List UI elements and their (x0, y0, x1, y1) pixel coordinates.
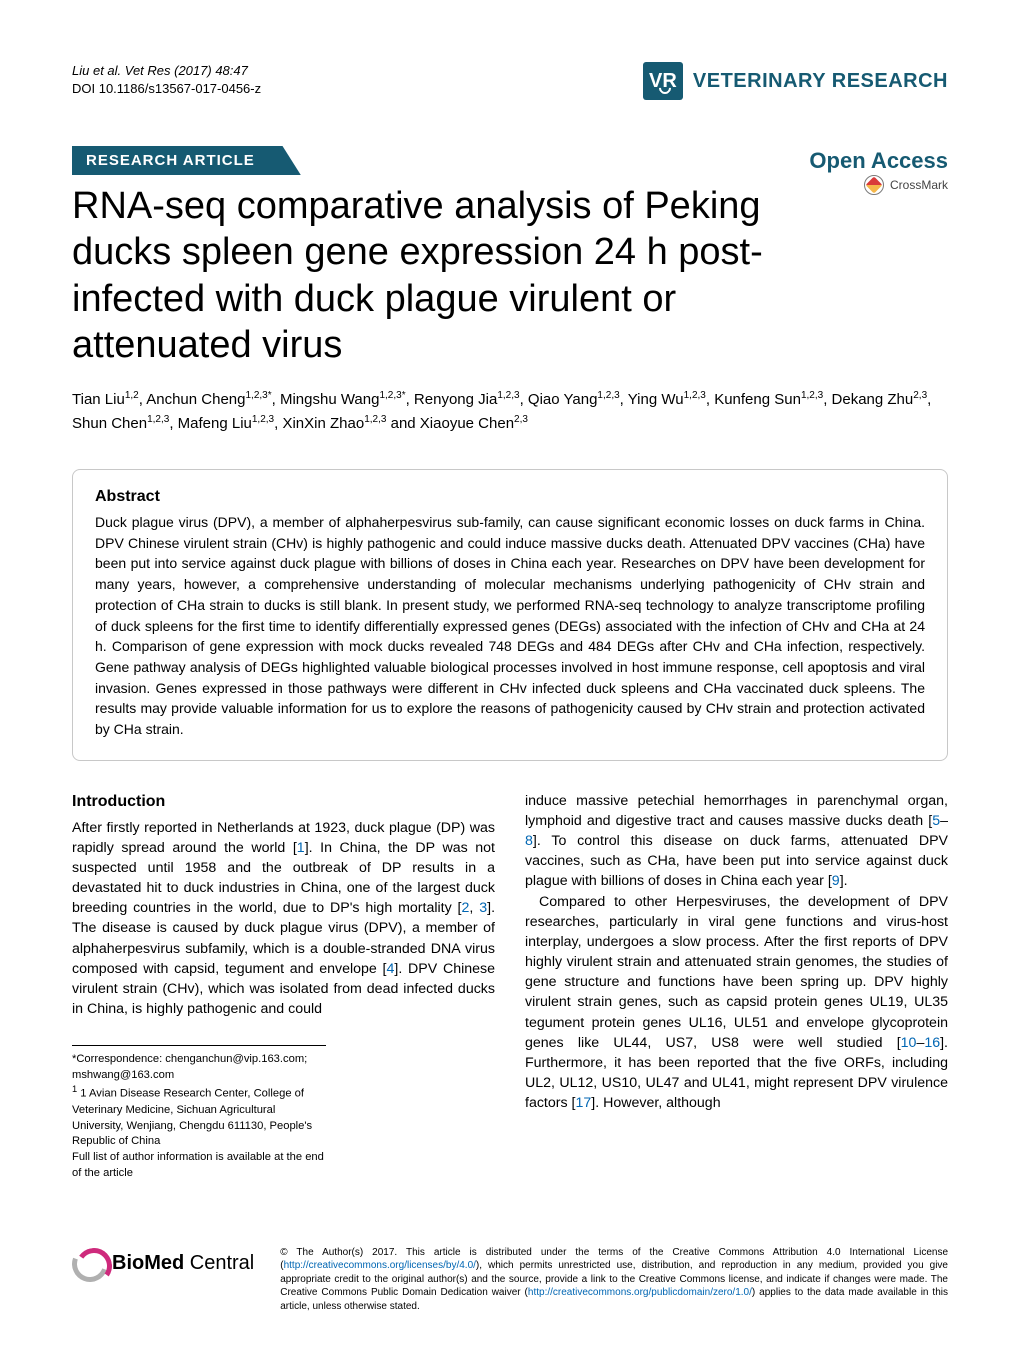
journal-logo: VR VETERINARY RESEARCH (643, 62, 948, 100)
open-access-label: Open Access (809, 148, 948, 174)
page-header: Liu et al. Vet Res (2017) 48:47 DOI 10.1… (72, 62, 948, 100)
journal-name: VETERINARY RESEARCH (693, 70, 948, 93)
body-columns: Introduction After firstly reported in N… (72, 791, 948, 1181)
full-author-list-note: Full list of author information is avail… (72, 1150, 326, 1181)
crossmark-label: CrossMark (890, 178, 948, 192)
intro-heading: Introduction (72, 791, 495, 814)
correspondence: *Correspondence: chenganchun@vip.163.com… (72, 1052, 326, 1083)
authors-list: Tian Liu1,2, Anchun Cheng1,2,3*, Mingshu… (72, 388, 948, 435)
bmc-arc-icon (72, 1246, 108, 1282)
article-title: RNA-seq comparative analysis of Peking d… (72, 183, 948, 368)
page-footer: BioMed Central © The Author(s) 2017. Thi… (72, 1246, 948, 1314)
column-left: Introduction After firstly reported in N… (72, 791, 495, 1181)
intro-para-1: After firstly reported in Netherlands at… (72, 818, 495, 1020)
abstract-box: Abstract Duck plague virus (DPV), a memb… (72, 469, 948, 761)
biomed-central-logo: BioMed Central (72, 1246, 254, 1282)
citation: Liu et al. Vet Res (2017) 48:47 DOI 10.1… (72, 62, 261, 97)
footnotes: *Correspondence: chenganchun@vip.163.com… (72, 1045, 326, 1181)
intro-para-2: Compared to other Herpesviruses, the dev… (525, 892, 948, 1114)
citation-line1: Liu et al. Vet Res (2017) 48:47 (72, 62, 261, 80)
crossmark-icon (864, 175, 884, 195)
license-text: © The Author(s) 2017. This article is di… (280, 1246, 948, 1314)
bmc-rest: Central (184, 1252, 254, 1274)
abstract-heading: Abstract (95, 488, 925, 506)
bmc-bold: BioMed (112, 1252, 184, 1274)
abstract-text: Duck plague virus (DPV), a member of alp… (95, 512, 925, 740)
bmc-wordmark: BioMed Central (112, 1252, 254, 1275)
affiliation-1: 1 1 Avian Disease Research Center, Colle… (72, 1083, 326, 1149)
intro-para-1-cont: induce massive petechial hemorrhages in … (525, 791, 948, 892)
journal-mark-icon: VR (643, 62, 683, 100)
article-type-badge: RESEARCH ARTICLE (72, 146, 301, 175)
column-right: induce massive petechial hemorrhages in … (525, 791, 948, 1181)
citation-doi: DOI 10.1186/s13567-017-0456-z (72, 80, 261, 98)
article-type-bar: RESEARCH ARTICLE Open Access (72, 146, 948, 175)
